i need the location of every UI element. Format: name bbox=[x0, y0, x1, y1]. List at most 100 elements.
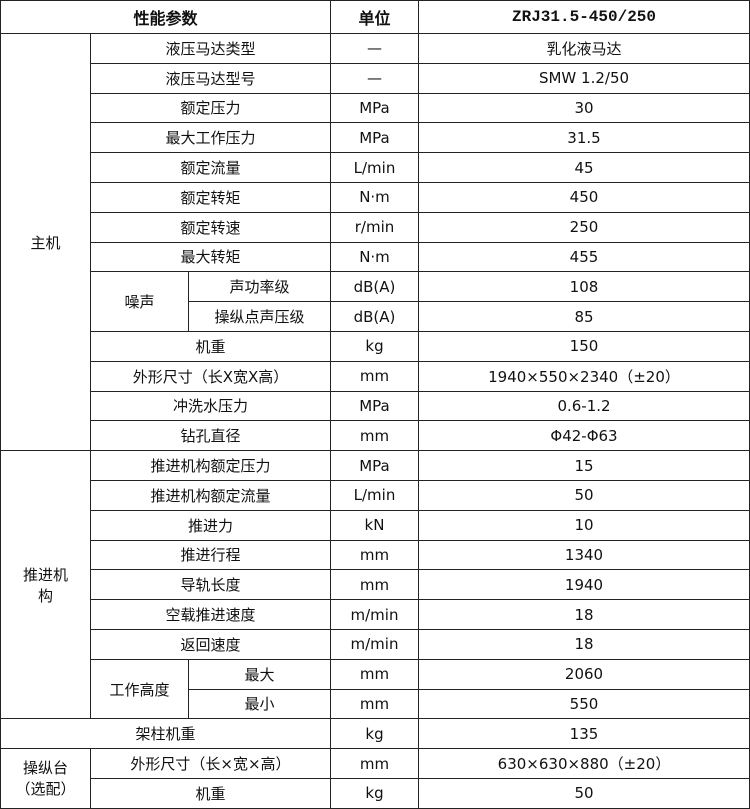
value-cell: 0.6-1.2 bbox=[418, 390, 750, 422]
table-row: 最大转矩 N·m 455 bbox=[1, 241, 750, 273]
param-name: 推进机构额定流量 bbox=[90, 479, 331, 511]
param-name: 推进机构额定压力 bbox=[90, 450, 331, 481]
table-row: 操纵台（选配） 外形尺寸（长×宽×高） mm 630×630×880（±20） bbox=[0, 748, 750, 809]
unit-cell: mm bbox=[330, 360, 419, 392]
unit-cell: kN bbox=[330, 509, 419, 541]
table-row: 液压马达型号 — SMW 1.2/50 bbox=[1, 62, 750, 94]
param-name: 外形尺寸（长×宽×高） bbox=[90, 748, 331, 779]
value-cell: 85 bbox=[418, 301, 750, 332]
header-param: 性能参数 bbox=[0, 0, 331, 34]
param-name: 冲洗水压力 bbox=[90, 390, 331, 422]
value-cell: 450 bbox=[418, 181, 750, 213]
param-name: 最大转矩 bbox=[90, 241, 331, 273]
table-row: 推进机构 推进机构额定压力 MPa 15 bbox=[0, 450, 750, 720]
header-unit: 单位 bbox=[330, 0, 419, 34]
table-row: 导轨长度 mm 1940 bbox=[1, 569, 750, 601]
unit-cell: — bbox=[330, 33, 419, 64]
value-cell: 18 bbox=[418, 628, 750, 660]
param-name: 最大 bbox=[188, 658, 331, 690]
value-cell: 135 bbox=[418, 718, 750, 750]
unit-cell: mm bbox=[330, 748, 419, 779]
value-cell: 1940×550×2340（±20） bbox=[418, 360, 750, 392]
table-row: 推进机构额定流量 L/min 50 bbox=[1, 479, 750, 511]
table-row: 主机 液压马达类型 — 乳化液马达 bbox=[0, 32, 750, 452]
value-cell: 30 bbox=[418, 92, 750, 124]
unit-cell: N·m bbox=[330, 241, 419, 273]
value-cell: 45 bbox=[418, 152, 750, 183]
param-name: 返回速度 bbox=[90, 628, 331, 660]
unit-cell: mm bbox=[330, 420, 419, 452]
param-name: 推进行程 bbox=[90, 539, 331, 571]
value-cell: 50 bbox=[418, 777, 750, 809]
unit-cell: — bbox=[330, 62, 419, 94]
value-cell: 10 bbox=[418, 509, 750, 541]
unit-cell: kg bbox=[330, 718, 419, 750]
unit-cell: N·m bbox=[330, 181, 419, 213]
value-cell: 1340 bbox=[418, 539, 750, 571]
table-row: 工作高度 最大 mm 2060 bbox=[1, 658, 750, 720]
unit-cell: kg bbox=[330, 777, 419, 809]
value-cell: 15 bbox=[418, 450, 750, 481]
value-cell: 250 bbox=[418, 211, 750, 243]
value-cell: 50 bbox=[418, 479, 750, 511]
param-name: 钻孔直径 bbox=[90, 420, 331, 452]
unit-cell: L/min bbox=[330, 479, 419, 511]
value-cell: 150 bbox=[418, 330, 750, 362]
table-row: 最小 mm 550 bbox=[1, 688, 750, 720]
unit-cell: kg bbox=[330, 330, 419, 362]
unit-cell: mm bbox=[330, 569, 419, 601]
param-name: 液压马达型号 bbox=[90, 62, 331, 94]
param-name: 额定流量 bbox=[90, 152, 331, 183]
unit-cell: m/min bbox=[330, 599, 419, 630]
unit-cell: mm bbox=[330, 539, 419, 571]
param-name: 额定压力 bbox=[90, 92, 331, 124]
unit-cell: MPa bbox=[330, 122, 419, 154]
table-row: 额定转矩 N·m 450 bbox=[1, 181, 750, 213]
param-name: 机重 bbox=[90, 777, 331, 809]
section-label-propulsion: 推进机构 bbox=[0, 450, 91, 720]
value-cell: 18 bbox=[418, 599, 750, 630]
unit-cell: MPa bbox=[330, 390, 419, 422]
group-label-noise: 噪声 bbox=[90, 271, 189, 332]
unit-cell: MPa bbox=[330, 450, 419, 481]
param-name: 液压马达类型 bbox=[90, 33, 331, 64]
param-name: 声功率级 bbox=[188, 271, 331, 303]
param-name: 操纵点声压级 bbox=[188, 301, 331, 332]
unit-cell: mm bbox=[330, 688, 419, 720]
param-name: 推进力 bbox=[90, 509, 331, 541]
unit-cell: MPa bbox=[330, 92, 419, 124]
value-cell: 550 bbox=[418, 688, 750, 720]
section-label-console: 操纵台（选配） bbox=[0, 748, 91, 809]
value-cell: 630×630×880（±20） bbox=[418, 748, 750, 779]
param-name: 空载推进速度 bbox=[90, 599, 331, 630]
table-row: 额定转速 r/min 250 bbox=[1, 211, 750, 243]
unit-cell: L/min bbox=[330, 152, 419, 183]
table-row: 钻孔直径 mm Φ42-Φ63 bbox=[1, 420, 750, 452]
unit-cell: dB(A) bbox=[330, 271, 419, 303]
table-row: 架柱机重 kg 135 bbox=[0, 718, 750, 750]
table-row: 机重 kg 150 bbox=[1, 330, 750, 362]
table-row: 最大工作压力 MPa 31.5 bbox=[1, 122, 750, 154]
value-cell: 1940 bbox=[418, 569, 750, 601]
param-name: 外形尺寸（长X宽X高） bbox=[90, 360, 331, 392]
param-name: 额定转矩 bbox=[90, 181, 331, 213]
section-label-main: 主机 bbox=[0, 32, 91, 452]
table-row: 外形尺寸（长X宽X高） mm 1940×550×2340（±20） bbox=[1, 360, 750, 392]
value-cell: 108 bbox=[418, 271, 750, 303]
unit-cell: mm bbox=[330, 658, 419, 690]
value-cell: 2060 bbox=[418, 658, 750, 690]
param-name: 额定转速 bbox=[90, 211, 331, 243]
unit-cell: r/min bbox=[330, 211, 419, 243]
table-row: 额定流量 L/min 45 bbox=[1, 152, 750, 183]
value-cell: 乳化液马达 bbox=[418, 33, 750, 64]
table-row: 推进行程 mm 1340 bbox=[1, 539, 750, 571]
value-cell: 31.5 bbox=[418, 122, 750, 154]
value-cell: Φ42-Φ63 bbox=[418, 420, 750, 452]
value-cell: SMW 1.2/50 bbox=[418, 62, 750, 94]
table-row: 空载推进速度 m/min 18 bbox=[1, 599, 750, 630]
group-label-work-height: 工作高度 bbox=[90, 658, 189, 720]
unit-cell: m/min bbox=[330, 628, 419, 660]
table-row: 冲洗水压力 MPa 0.6-1.2 bbox=[1, 390, 750, 422]
unit-cell: dB(A) bbox=[330, 301, 419, 332]
